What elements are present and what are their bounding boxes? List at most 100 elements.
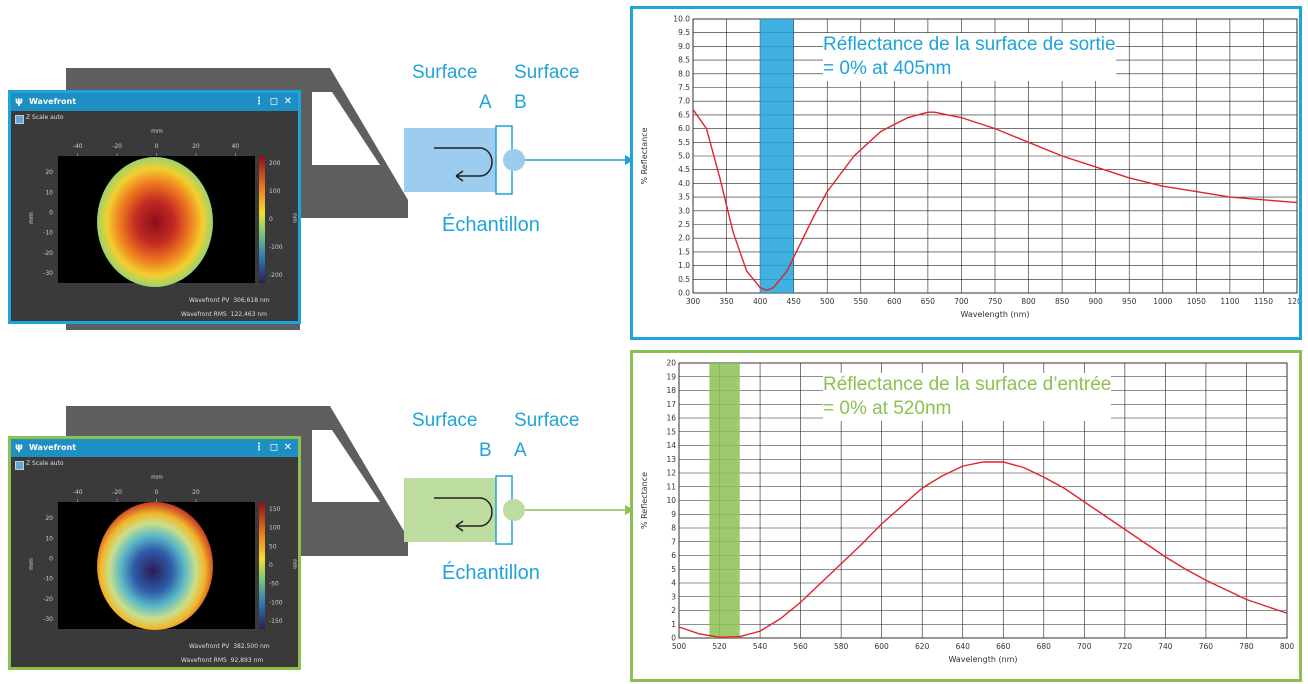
y-tick-label: -20 <box>43 250 53 257</box>
wavefront-title: Wavefront <box>29 443 77 452</box>
reflection-arrow-icon <box>434 147 493 177</box>
y-tick-label: 18 <box>666 386 676 395</box>
x-tick-label: 20 <box>192 489 200 496</box>
x-tick-label: 850 <box>1055 297 1070 306</box>
wavefront-title-bar[interactable]: ψ Wavefront ⋮ ◻ ✕ <box>11 93 298 111</box>
y-tick-label: 4.0 <box>678 179 690 188</box>
x-tick-label: 620 <box>915 642 930 651</box>
y-tick-label: -10 <box>43 576 53 583</box>
y-tick-label: -10 <box>43 230 53 237</box>
more-icon[interactable]: ⋮ <box>254 96 264 107</box>
y-tick-label: -30 <box>43 270 53 277</box>
y-unit-label: mm <box>28 558 35 570</box>
y-tick-label: 7 <box>671 537 676 546</box>
z-tick-label: 150 <box>269 506 281 513</box>
pv-readout: Wavefront PV 306,618 nm <box>189 297 270 304</box>
y-tick-label: 8.0 <box>678 69 690 78</box>
maximize-icon[interactable]: ◻ <box>269 96 278 107</box>
x-tick-label: 0 <box>155 489 159 496</box>
annotation-line-2: = 0% at 405nm <box>823 58 952 79</box>
wavefront-title: Wavefront <box>29 97 77 106</box>
annotation-line-2: = 0% at 520nm <box>823 398 952 419</box>
x-axis-label: Wavelength (nm) <box>948 655 1017 664</box>
x-tick-label: -20 <box>112 143 122 150</box>
x-tick-label: 520 <box>712 642 727 651</box>
y-tick-label: 7.0 <box>678 97 690 106</box>
reflectance-chart-top: 0.0 0.5 1.0 1.5 2.0 2.5 3.0 3.5 4.0 4.5 5.0 5.5 6.0 6… <box>630 6 1307 340</box>
y-tick-label: 17 <box>666 400 676 409</box>
close-icon[interactable]: ✕ <box>283 442 292 453</box>
x-tick-label: 1000 <box>1153 297 1172 306</box>
y-unit-label: mm <box>28 212 35 224</box>
y-tick-label: 4.5 <box>678 165 690 174</box>
maximize-icon[interactable]: ◻ <box>269 442 278 453</box>
y-tick-label: 0.5 <box>678 275 690 284</box>
x-tick-label: 500 <box>820 297 835 306</box>
y-tick-label: 1.0 <box>678 261 690 270</box>
y-tick-label: -20 <box>43 596 53 603</box>
y-tick-label: 3.5 <box>678 193 690 202</box>
z-scale-auto-checkbox[interactable] <box>15 461 24 470</box>
y-tick-label: 5 <box>671 565 676 574</box>
x-tick-label: 450 <box>787 297 802 306</box>
x-tick-label: 700 <box>1077 642 1092 651</box>
x-axis-label: Wavelength (nm) <box>960 310 1029 319</box>
x-tick-label: 600 <box>887 297 902 306</box>
rms-readout: Wavefront RMS 122,463 nm <box>181 311 268 318</box>
z-scale-auto-label: Z Scale auto <box>26 114 64 121</box>
output-spot <box>503 149 525 171</box>
more-icon[interactable]: ⋮ <box>254 442 264 453</box>
z-tick-label: -200 <box>269 272 283 279</box>
z-tick-label: -150 <box>269 618 283 625</box>
x-unit-label: mm <box>151 128 163 135</box>
y-tick-label: -30 <box>43 616 53 623</box>
x-tick-label: 950 <box>1122 297 1137 306</box>
color-scale-bar <box>259 502 265 629</box>
close-icon[interactable]: ✕ <box>283 96 292 107</box>
y-tick-label: 2 <box>671 606 676 615</box>
chart-annotation: Réflectance de la surface de sortie = 0%… <box>823 33 1116 81</box>
x-tick-label: 1200 <box>1287 297 1299 306</box>
z-tick-label: 50 <box>269 543 277 550</box>
y-tick-label: 8.5 <box>678 56 690 65</box>
y-tick-label: 10 <box>45 535 53 542</box>
y-tick-label: 6.0 <box>678 124 690 133</box>
arrow-right-icon <box>625 505 634 515</box>
y-tick-label: 7.5 <box>678 83 690 92</box>
x-tick-label: 800 <box>1280 642 1295 651</box>
x-tick-label: 1050 <box>1187 297 1206 306</box>
y-tick-label: 2.0 <box>678 234 690 243</box>
z-tick-label: 200 <box>269 160 281 167</box>
x-tick-label: 650 <box>921 297 936 306</box>
y-tick-label: 5.5 <box>678 138 690 147</box>
y-tick-label: 1.5 <box>678 247 690 256</box>
z-scale-auto-checkbox[interactable] <box>15 115 24 124</box>
y-tick-label: 6 <box>671 551 676 560</box>
z-tick-label: 100 <box>269 525 281 532</box>
x-tick-label: 740 <box>1158 642 1173 651</box>
x-tick-label: 900 <box>1089 297 1104 306</box>
x-tick-label: 760 <box>1199 642 1214 651</box>
x-tick-label: -40 <box>73 489 83 496</box>
wavefront-map: mm -40 -20 0 20 4020100-10-20-302001000-100-… <box>28 128 298 287</box>
y-tick-label: 6.5 <box>678 110 690 119</box>
surface-right-letter: A <box>514 440 527 461</box>
y-tick-label: 11 <box>666 482 676 491</box>
sample-label: Échantillon <box>442 214 540 236</box>
reflectance-plot: 0.0 0.5 1.0 1.5 2.0 2.5 3.0 3.5 4.0 4.5 5.0 5.5 6.0 6… <box>640 15 1307 320</box>
wavefront-title-bar[interactable]: ψ Wavefront ⋮ ◻ ✕ <box>11 439 298 457</box>
pv-readout: Wavefront PV 382,500 nm <box>189 643 270 650</box>
highlight-band <box>760 19 794 293</box>
surface-left-word: Surface <box>412 62 478 83</box>
x-tick-label: 500 <box>672 642 687 651</box>
surface-right-word: Surface <box>514 62 580 83</box>
incident-beam <box>404 128 496 192</box>
top-setup: ψ Wavefront ⋮ ◻ ✕ Z Scale auto <box>8 6 1307 340</box>
x-tick-label: 680 <box>1037 642 1052 651</box>
wavefront-map: mm -40 -20 0 2020100-10-20-30150100500-50-1… <box>28 474 298 630</box>
y-tick-label: 0.0 <box>678 289 690 298</box>
x-tick-label: 40 <box>231 143 239 150</box>
wavefront-disc <box>97 157 213 287</box>
x-tick-label: 1150 <box>1254 297 1273 306</box>
x-unit-label: mm <box>151 474 163 481</box>
